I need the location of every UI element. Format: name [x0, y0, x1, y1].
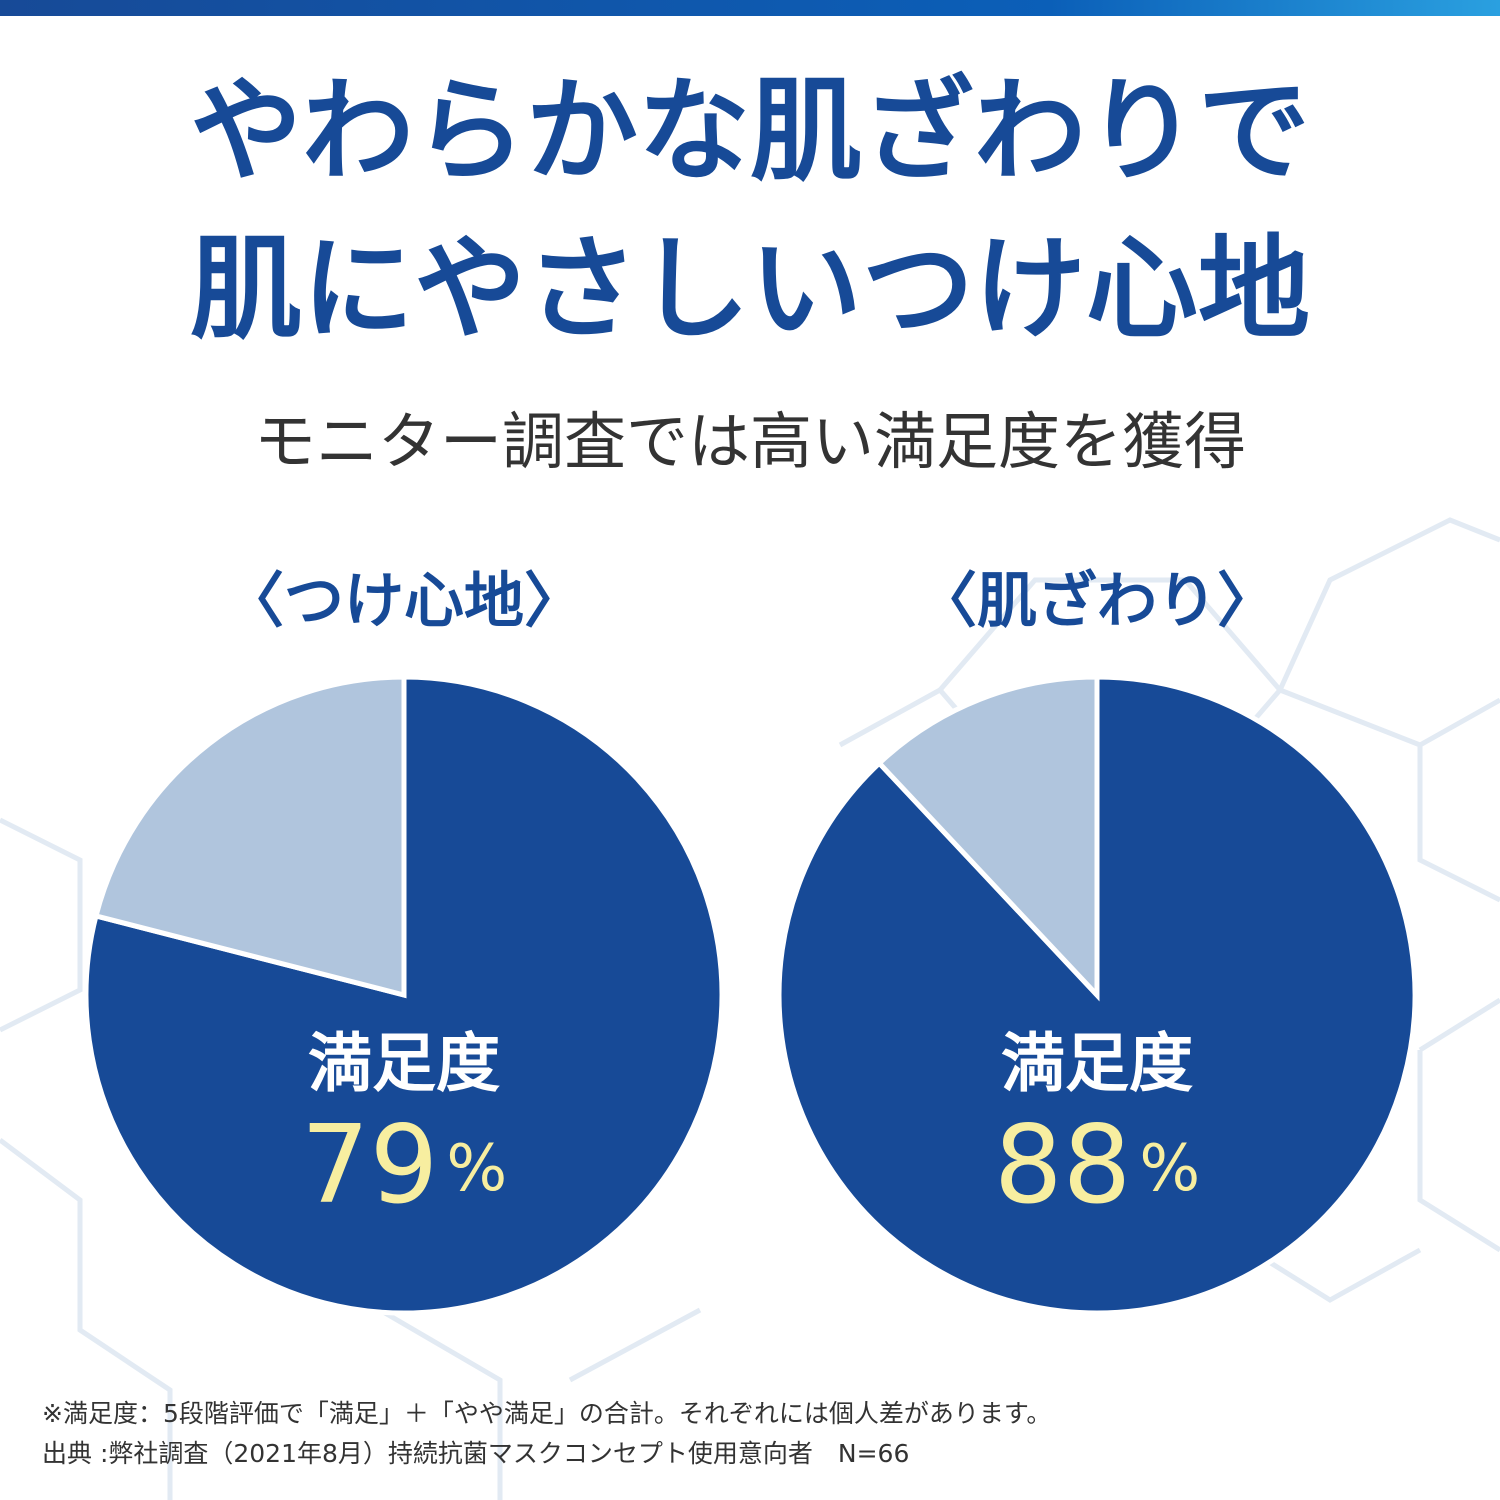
- pie-slice: [875, 674, 1100, 1002]
- subtitle: モニター調査では高い満足度を獲得: [254, 405, 1246, 478]
- headline: 肌にやさしいつけ心地: [190, 223, 1310, 354]
- pie-slice: [92, 674, 407, 999]
- value-label: 88%: [994, 1103, 1200, 1228]
- headline: やわらかな肌ざわりで: [190, 65, 1310, 196]
- slice-label: 満足度: [308, 1028, 500, 1102]
- hex-pattern: [0, 517, 1500, 1500]
- footnote: ※満足度：5段階評価で「満足」＋「やや満足」の合計。それぞれには個人差があります…: [42, 1399, 1051, 1428]
- value-label: 79%: [301, 1103, 507, 1228]
- top-bar: [0, 0, 1500, 16]
- slice-label: 満足度: [1001, 1028, 1193, 1102]
- chart-title: 〈つけ心地〉: [224, 567, 584, 637]
- footnote: 出典 :弊社調査（2021年8月）持続抗菌マスクコンセプト使用意向者 N=66: [42, 1439, 909, 1468]
- chart-title: 〈肌ざわり〉: [917, 567, 1277, 637]
